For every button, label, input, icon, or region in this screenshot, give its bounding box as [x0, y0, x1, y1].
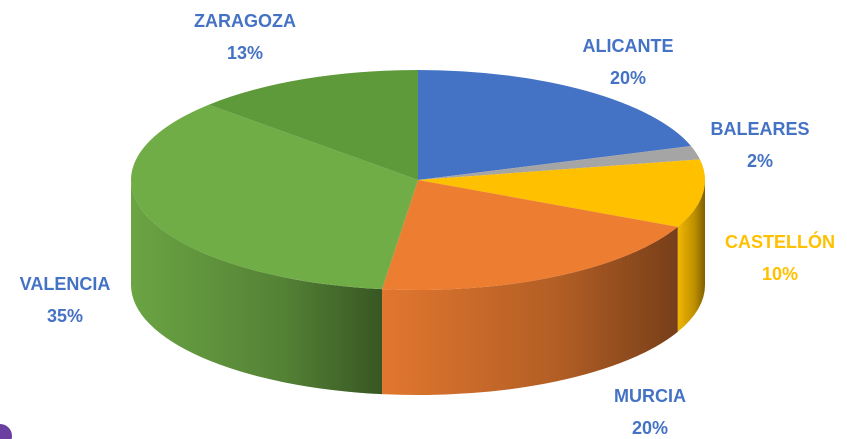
- slice: [418, 159, 705, 227]
- category-label: BALEARES: [710, 119, 809, 139]
- value-label: 13%: [227, 43, 263, 63]
- slice: [382, 180, 678, 291]
- value-label: 20%: [610, 68, 646, 88]
- slice: [208, 70, 418, 180]
- slice: [418, 146, 700, 180]
- category-label: VALENCIA: [20, 274, 111, 294]
- category-label: MURCIA: [614, 386, 686, 406]
- slice: [418, 70, 691, 180]
- value-label: 2%: [747, 151, 773, 171]
- value-label: 20%: [632, 418, 668, 438]
- category-label: ALICANTE: [583, 36, 674, 56]
- value-label: 35%: [47, 306, 83, 326]
- value-label: 10%: [762, 264, 798, 284]
- category-label: ZARAGOZA: [194, 11, 296, 31]
- corner-badge: [0, 424, 12, 439]
- category-label: CASTELLÓN: [725, 231, 835, 252]
- slice: [131, 104, 419, 290]
